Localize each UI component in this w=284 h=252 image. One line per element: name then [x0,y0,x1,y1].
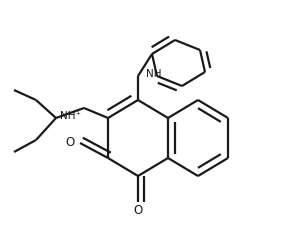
Text: NH⁺: NH⁺ [60,111,81,121]
Text: NH: NH [146,69,162,79]
Text: O: O [133,204,143,216]
Text: O: O [65,137,75,149]
